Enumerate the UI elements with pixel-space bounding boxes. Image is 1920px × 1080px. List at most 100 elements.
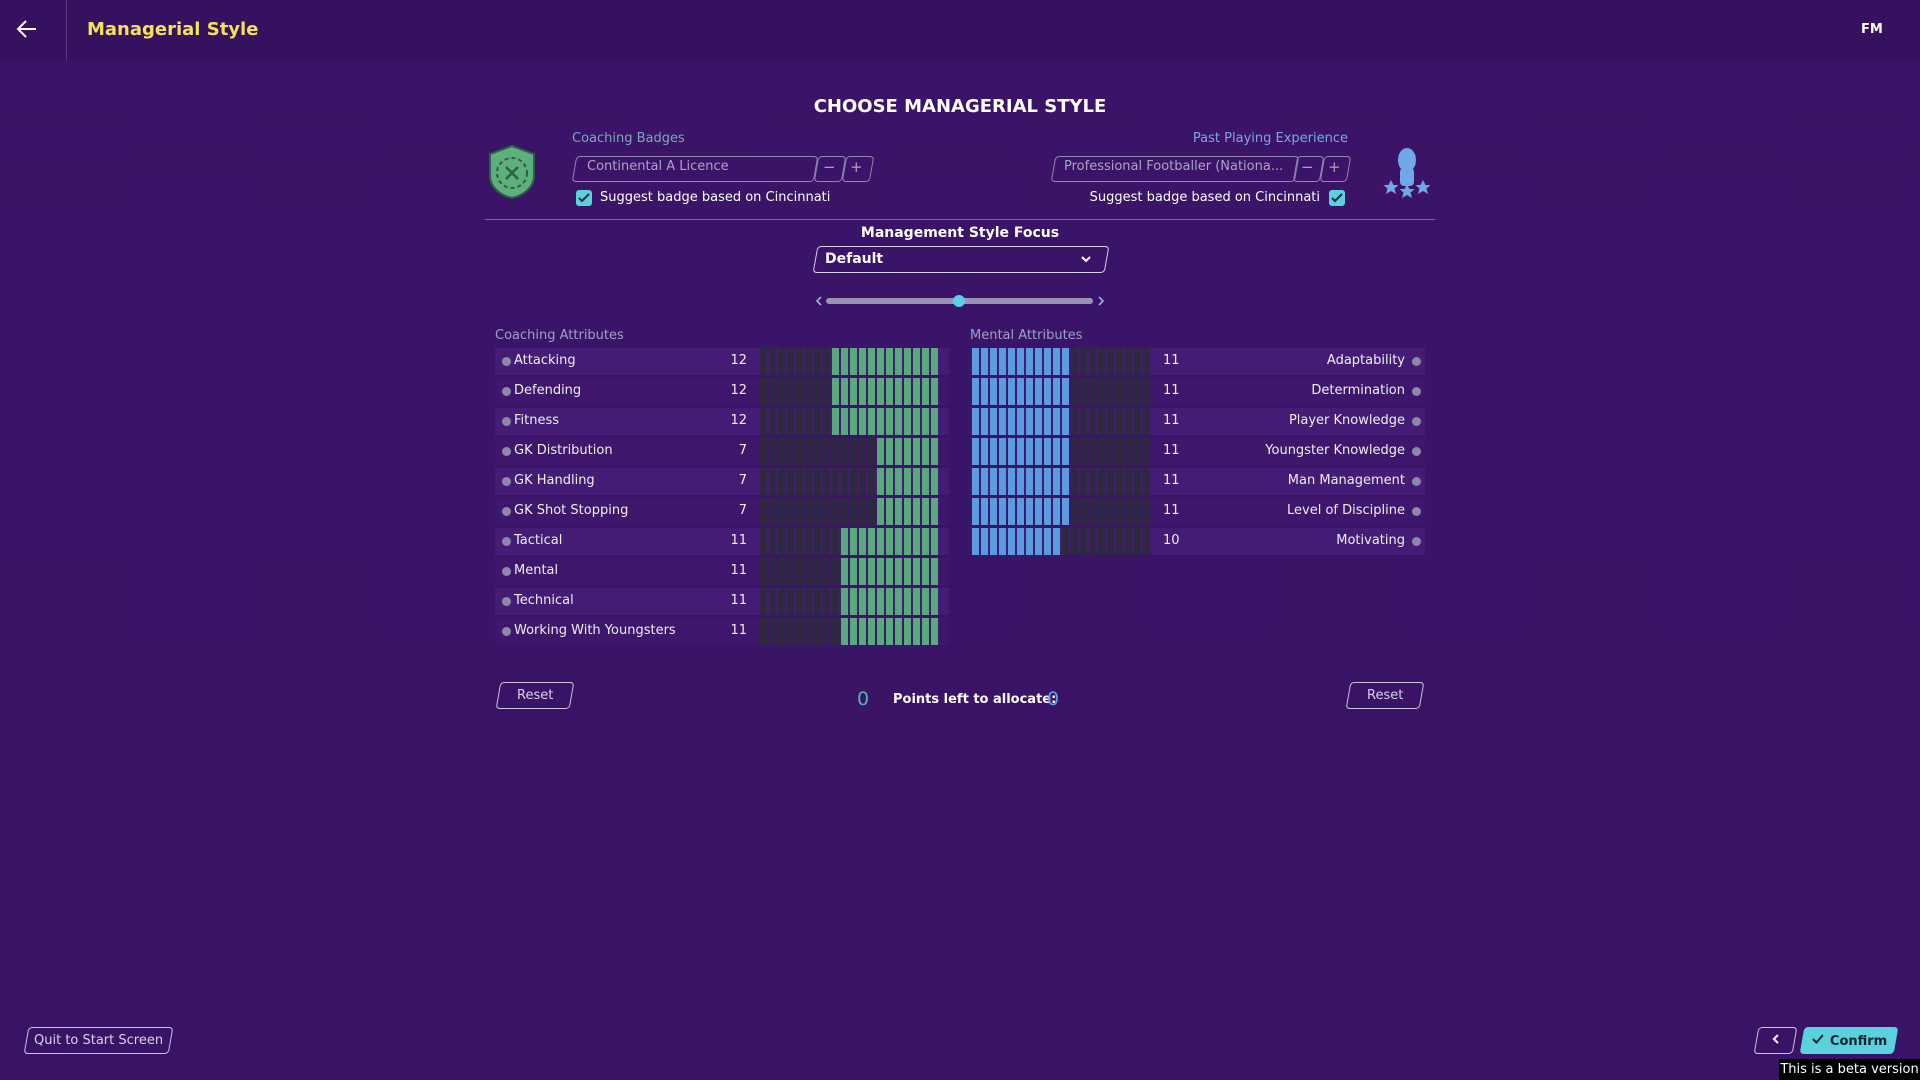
- bar-slot: [1098, 528, 1105, 555]
- attribute-bar: [972, 438, 1152, 465]
- experience-checkbox[interactable]: [1329, 190, 1345, 206]
- focus-slider[interactable]: [812, 292, 1108, 310]
- bar-slot: [1080, 408, 1087, 435]
- bar-segment: [1035, 498, 1042, 525]
- bar-segment: [1053, 528, 1060, 555]
- bar-segment: [972, 378, 979, 405]
- bar-segment: [913, 498, 920, 525]
- plus-icon: +: [1328, 158, 1341, 176]
- bar-slot: [1080, 528, 1087, 555]
- bar-slot: [1080, 468, 1087, 495]
- bar-slot: [823, 498, 830, 525]
- attribute-name: Level of Discipline: [1287, 503, 1405, 518]
- bar-slot: [814, 558, 821, 585]
- bar-slot: [1089, 468, 1096, 495]
- bar-slot: [769, 618, 776, 645]
- bar-slot: [1098, 498, 1105, 525]
- bar-segment: [877, 498, 884, 525]
- bar-segment: [877, 348, 884, 375]
- bar-slot: [778, 618, 785, 645]
- bar-segment: [922, 588, 929, 615]
- bar-slot: [1071, 408, 1078, 435]
- attribute-bar: [760, 588, 940, 615]
- bar-fill: [972, 408, 1071, 435]
- bar-slot: [832, 618, 839, 645]
- bar-segment: [1053, 438, 1060, 465]
- bar-slot: [796, 408, 803, 435]
- bar-segment: [931, 618, 938, 645]
- bar-segment: [841, 378, 848, 405]
- bar-segment: [922, 408, 929, 435]
- bar-slot: [805, 528, 812, 555]
- info-icon: [502, 477, 511, 486]
- bar-slot: [1143, 468, 1150, 495]
- bar-segment: [981, 468, 988, 495]
- bar-slot: [1080, 378, 1087, 405]
- info-icon: [1412, 417, 1421, 426]
- bar-slot: [1071, 348, 1078, 375]
- fm-menu[interactable]: FM: [1861, 22, 1883, 37]
- attribute-name: Youngster Knowledge: [1265, 443, 1405, 458]
- bar-slot: [760, 588, 767, 615]
- bar-segment: [895, 348, 902, 375]
- bar-segment: [1053, 498, 1060, 525]
- bar-slot: [778, 378, 785, 405]
- prev-button[interactable]: [1753, 1027, 1798, 1054]
- bar-segment: [1053, 468, 1060, 495]
- bar-segment: [895, 588, 902, 615]
- attribute-bar: [760, 498, 940, 525]
- bar-segment: [850, 558, 857, 585]
- reset-button[interactable]: Reset: [1345, 682, 1425, 709]
- attribute-bar: [760, 618, 940, 645]
- badges-checkbox[interactable]: [576, 190, 592, 206]
- bar-slot: [1107, 528, 1114, 555]
- bar-slot: [805, 408, 812, 435]
- bar-slot: [1143, 438, 1150, 465]
- bar-segment: [999, 498, 1006, 525]
- bar-segment: [895, 498, 902, 525]
- bar-segment: [1008, 378, 1015, 405]
- bar-slot: [796, 528, 803, 555]
- attribute-value: 7: [738, 443, 747, 458]
- bar-slot: [832, 558, 839, 585]
- bar-segment: [832, 408, 839, 435]
- bar-fill: [841, 618, 940, 645]
- bar-segment: [877, 378, 884, 405]
- badges-label: Coaching Badges: [572, 131, 685, 146]
- bar-segment: [904, 348, 911, 375]
- bar-segment: [999, 408, 1006, 435]
- bar-segment: [1026, 438, 1033, 465]
- bar-segment: [913, 588, 920, 615]
- bar-segment: [895, 528, 902, 555]
- bar-segment: [1062, 378, 1069, 405]
- bar-segment: [990, 348, 997, 375]
- back-button[interactable]: [16, 19, 38, 39]
- info-icon: [1412, 357, 1421, 366]
- reset-button[interactable]: Reset: [495, 682, 575, 709]
- bar-slot: [787, 588, 794, 615]
- bar-segment: [841, 528, 848, 555]
- attribute-value: 11: [1163, 383, 1180, 398]
- bar-slot: [787, 498, 794, 525]
- bar-slot: [823, 438, 830, 465]
- quit-button[interactable]: Quit to Start Screen: [23, 1027, 174, 1054]
- attribute-bar: [972, 378, 1152, 405]
- bar-segment: [1044, 468, 1051, 495]
- attribute-bar: [760, 468, 940, 495]
- bar-segment: [895, 618, 902, 645]
- attribute-bar: [972, 348, 1152, 375]
- attribute-bar: [972, 528, 1152, 555]
- points-left: 0: [857, 688, 870, 710]
- bar-segment: [868, 558, 875, 585]
- bar-slot: [1134, 348, 1141, 375]
- bar-slot: [760, 618, 767, 645]
- bar-segment: [922, 348, 929, 375]
- badges-selected: Continental A Licence: [587, 159, 729, 174]
- bar-slot: [1080, 498, 1087, 525]
- confirm-button[interactable]: Confirm: [1799, 1027, 1899, 1054]
- bar-slot: [1089, 408, 1096, 435]
- bar-slot: [814, 408, 821, 435]
- bar-segment: [1044, 498, 1051, 525]
- bar-segment: [877, 618, 884, 645]
- bar-slot: [841, 498, 848, 525]
